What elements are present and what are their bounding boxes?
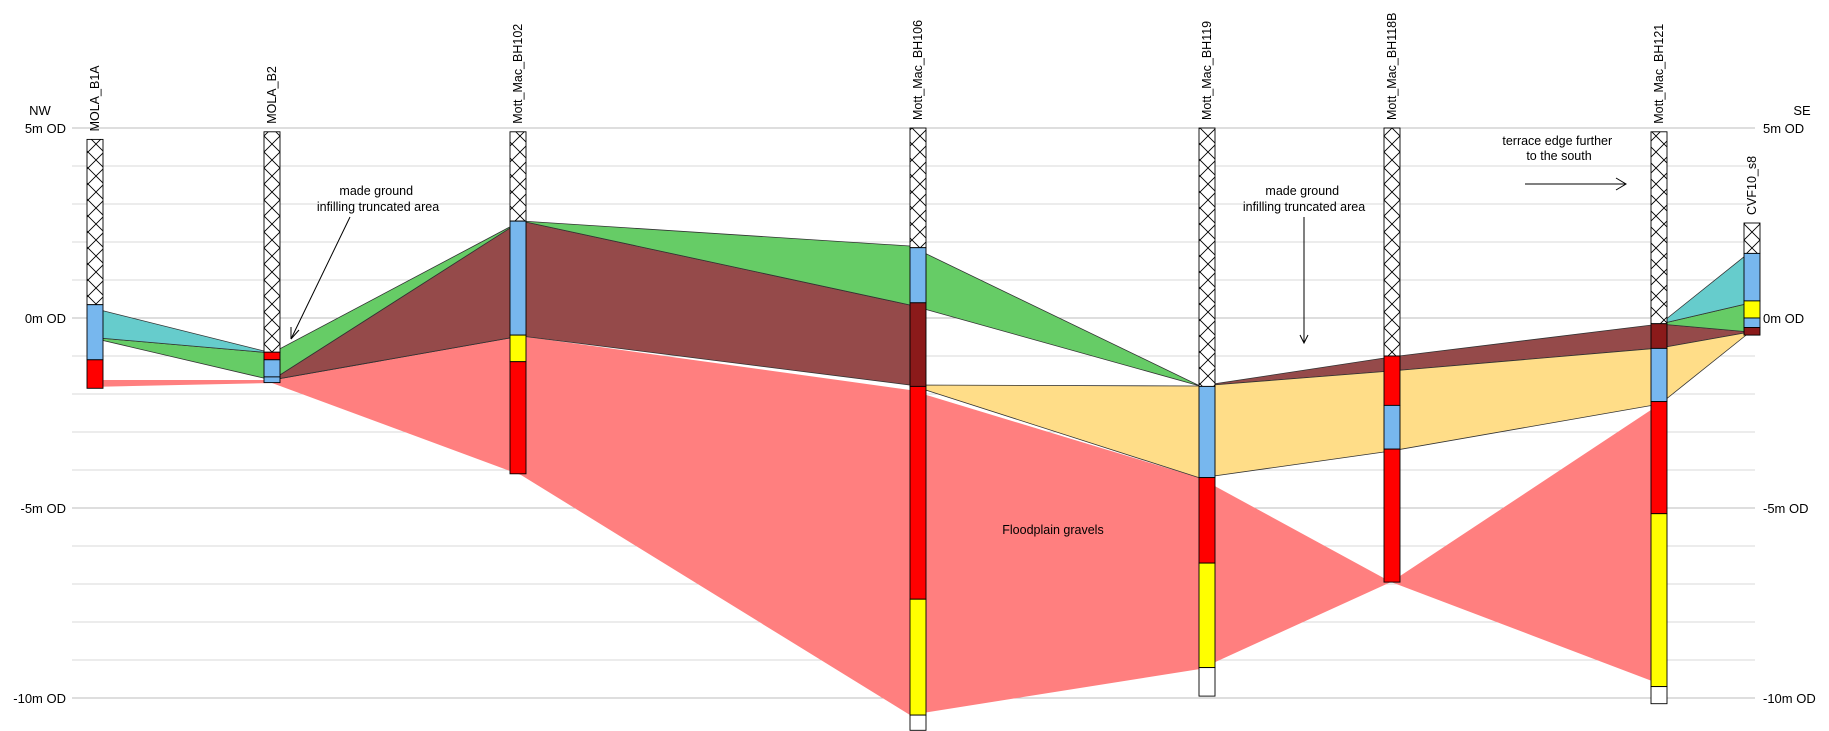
borehole-mola-b1a: MOLA_B1A (86, 65, 104, 389)
borehole-interval (263, 376, 281, 384)
borehole-name: MOLA_B1A (88, 65, 102, 132)
borehole-mott-mac-bh102: Mott_Mac_BH102 (509, 24, 527, 475)
borehole-interval (1198, 667, 1216, 697)
borehole-interval (909, 302, 927, 387)
borehole-name: CVF10_s8 (1745, 156, 1759, 215)
borehole-interval (86, 138, 104, 306)
elevation-label-left: 5m OD (25, 121, 66, 136)
borehole-interval (1383, 355, 1401, 406)
elevation-label-left: -10m OD (13, 691, 66, 706)
made-ground-label-1: made ground infilling truncated area (317, 184, 439, 214)
borehole-interval (86, 359, 104, 389)
borehole-interval (1198, 127, 1216, 387)
borehole-interval (263, 131, 281, 353)
elevation-label-left: 0m OD (25, 311, 66, 326)
annotations: made ground infilling truncated area mad… (290, 134, 1627, 537)
borehole-name: Mott_Mac_BH119 (1200, 21, 1214, 120)
borehole-interval (909, 714, 927, 731)
made-ground-arrow-1 (290, 216, 351, 340)
borehole-cvf10-s8: CVF10_s8 (1743, 156, 1761, 336)
floodplain-gravels-zone (88, 336, 1660, 715)
borehole-interval (909, 385, 927, 600)
borehole-mott-mac-bh119: Mott_Mac_BH119 (1198, 21, 1216, 697)
borehole-interval (1198, 562, 1216, 669)
borehole-name: MOLA_B2 (265, 66, 279, 124)
borehole-name: Mott_Mac_BH106 (911, 20, 925, 120)
borehole-interval (509, 361, 527, 475)
borehole-interval (909, 127, 927, 249)
borehole-interval (509, 131, 527, 222)
strata-correlation (87, 220, 1751, 715)
borehole-interval (1743, 327, 1761, 336)
borehole-interval (509, 334, 527, 363)
floodplain-gravels-label: Floodplain gravels (1002, 523, 1103, 537)
elevation-labels-right: 5m OD 0m OD -5m OD -10m OD (1763, 121, 1816, 706)
elevation-label-right: 0m OD (1763, 311, 1804, 326)
borehole-interval (263, 359, 281, 378)
borehole-interval (1743, 317, 1761, 328)
borehole-interval (1650, 131, 1668, 325)
borehole-interval (1383, 127, 1401, 357)
borehole-interval (1198, 477, 1216, 564)
borehole-name: Mott_Mac_BH118B (1385, 13, 1399, 120)
axis-labels: NW SE 5m OD 0m OD -5m OD -10m OD 5m OD 0m OD… (13, 103, 1815, 706)
borehole-interval (1383, 404, 1401, 450)
borehole-interval (1198, 385, 1216, 479)
elevation-label-right: -5m OD (1763, 501, 1809, 516)
borehole-interval (86, 304, 104, 361)
borehole-mott-mac-bh118b: Mott_Mac_BH118B (1383, 13, 1401, 583)
borehole-interval (909, 247, 927, 304)
borehole-interval (1650, 513, 1668, 688)
borehole-mott-mac-bh121: Mott_Mac_BH121 (1650, 24, 1668, 705)
elevation-labels-left: 5m OD 0m OD -5m OD -10m OD (13, 121, 66, 706)
borehole-interval (1650, 686, 1668, 705)
borehole-interval (263, 351, 281, 361)
direction-right: SE (1793, 103, 1811, 118)
borehole-interval (1743, 222, 1761, 254)
borehole-interval (1743, 252, 1761, 302)
direction-left: NW (29, 103, 51, 118)
made-ground-label-2: made ground infilling truncated area (1243, 184, 1365, 214)
borehole-interval (1383, 448, 1401, 583)
borehole-interval (909, 598, 927, 716)
borehole-logs: MOLA_B1A MOLA_B2 Mott_Mac_BH102 Mott_Mac_BH… (86, 13, 1761, 731)
borehole-name: Mott_Mac_BH121 (1652, 24, 1666, 124)
borehole-mott-mac-bh106: Mott_Mac_BH106 (909, 20, 927, 731)
borehole-interval (1650, 323, 1668, 349)
elevation-label-right: -10m OD (1763, 691, 1816, 706)
borehole-interval (509, 220, 527, 336)
borehole-name: Mott_Mac_BH102 (511, 24, 525, 124)
borehole-interval (1650, 401, 1668, 515)
elevation-label-left: -5m OD (21, 501, 67, 516)
elevation-label-right: 5m OD (1763, 121, 1804, 136)
terrace-edge-label: terrace edge further to the south (1502, 134, 1615, 163)
borehole-interval (1650, 347, 1668, 403)
borehole-mola-b2: MOLA_B2 (263, 66, 281, 384)
borehole-interval (1743, 300, 1761, 319)
